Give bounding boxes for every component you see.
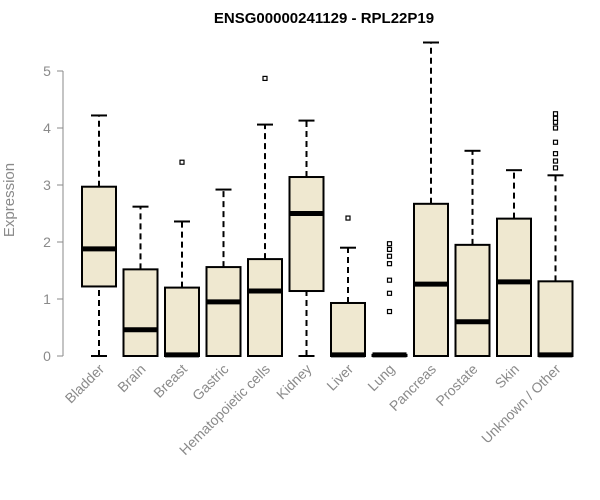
- outlier-point: [386, 277, 393, 283]
- y-axis-label: Expression: [1, 163, 18, 237]
- box-body: [537, 280, 574, 357]
- box-unknown-other: [537, 111, 574, 358]
- boxes-group: [81, 41, 574, 358]
- box-body: [496, 217, 532, 357]
- y-tick-label: 0: [43, 348, 51, 364]
- box-prostate: [454, 149, 491, 358]
- box-liver: [330, 215, 366, 358]
- y-tick-label: 2: [43, 234, 51, 250]
- outlier-point: [552, 151, 559, 157]
- box-body: [288, 176, 325, 293]
- box-body: [330, 301, 366, 357]
- box-body: [413, 202, 449, 357]
- x-tick-label: Kidney: [273, 361, 315, 403]
- y-tick-label: 4: [43, 120, 51, 136]
- outlier-point: [386, 246, 393, 253]
- outlier-point: [386, 253, 393, 259]
- outlier-point: [386, 261, 393, 267]
- outlier-point: [386, 308, 393, 315]
- box-pancreas: [413, 41, 449, 357]
- box-brain: [122, 205, 159, 357]
- y-tick-label: 5: [43, 63, 51, 79]
- x-tick-label: Unknown / Other: [478, 361, 564, 447]
- box-body: [247, 258, 283, 358]
- outlier-point: [179, 159, 185, 165]
- box-breast: [164, 159, 200, 358]
- chart-title: ENSG00000241129 - RPL22P19: [214, 10, 434, 27]
- box-body: [164, 286, 200, 358]
- box-gastric: [205, 188, 242, 357]
- box-body: [122, 268, 159, 357]
- box-body: [81, 185, 117, 288]
- x-tick-label: Brain: [114, 361, 148, 395]
- box-kidney: [288, 119, 325, 357]
- outlier-point: [552, 125, 559, 131]
- box-hematopoietic-cells: [247, 75, 283, 358]
- outlier-point: [386, 290, 393, 296]
- y-axis: 0 1 2 3 4 5: [43, 63, 64, 364]
- outlier-point: [552, 115, 559, 121]
- y-tick-label: 3: [43, 177, 51, 193]
- x-tick-label: Liver: [323, 361, 356, 394]
- outlier-point: [552, 158, 559, 164]
- box-lung: [371, 241, 408, 358]
- x-tick-label: Bladder: [62, 361, 108, 407]
- x-tick-label: Skin: [492, 361, 523, 392]
- outlier-point: [345, 215, 351, 221]
- outlier-point: [552, 139, 559, 145]
- x-tick-label: Breast: [150, 361, 190, 401]
- box-skin: [496, 169, 532, 357]
- x-tick-label: Lung: [364, 361, 397, 394]
- y-tick-label: 1: [43, 291, 51, 307]
- box-body: [454, 243, 491, 358]
- outlier-point: [552, 111, 559, 117]
- box-body: [205, 266, 242, 357]
- box-bladder: [81, 114, 117, 357]
- outlier-point: [262, 75, 268, 82]
- outlier-point: [386, 241, 393, 247]
- x-tick-label: Prostate: [432, 361, 480, 409]
- outlier-point: [552, 165, 559, 171]
